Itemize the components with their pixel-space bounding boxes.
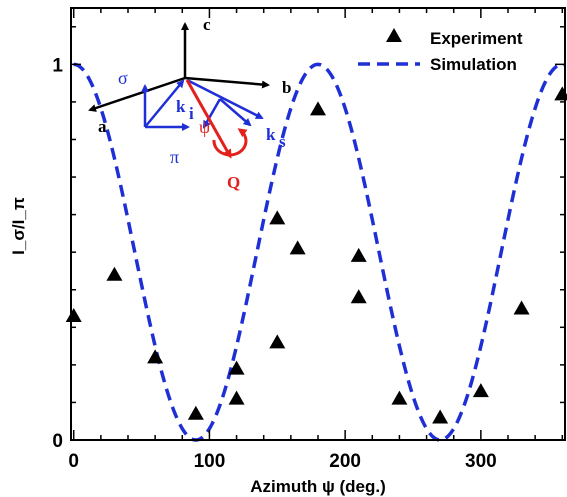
legend-experiment-label: Experiment: [430, 29, 523, 48]
pi-label: π: [170, 147, 179, 167]
y-tick-label: 0: [52, 431, 63, 452]
experiment-point: [289, 240, 306, 255]
experiment-point: [187, 405, 204, 420]
y-axis-title: I_σ/I_π: [9, 197, 28, 255]
experiment-point: [472, 383, 489, 398]
axis-ticks: [71, 8, 565, 441]
experiment-point: [65, 308, 82, 323]
experiment-point: [513, 300, 530, 315]
experiment-point: [106, 266, 123, 281]
legend-experiment-marker: [386, 28, 402, 42]
experiment-point: [310, 101, 326, 116]
x-tick-label: 100: [194, 451, 226, 472]
sigma-label: σ: [118, 68, 128, 88]
a-axis-label: a: [98, 117, 107, 136]
ki-vector-arrow: [144, 79, 185, 128]
psi-rotation-arrow: [212, 128, 248, 157]
y-tick-label: 1: [52, 55, 63, 76]
experiment-point: [554, 86, 567, 101]
ks-vector-arrow: [186, 78, 264, 120]
experiment-point: [269, 210, 286, 225]
experiment-point: [350, 247, 367, 262]
b-axis-label: b: [282, 78, 291, 97]
experiment-point: [228, 360, 245, 375]
b-axis-arrow: [184, 76, 270, 89]
experiment-point: [269, 334, 286, 349]
c-axis-label: c: [203, 15, 211, 34]
Q-vector-arrow: [185, 79, 232, 159]
experiment-markers: [65, 86, 567, 424]
experiment-point: [147, 349, 164, 364]
x-tick-label: 200: [329, 451, 361, 472]
ks-sigma-arrow: [202, 98, 222, 129]
x-tick-label: 300: [465, 451, 497, 472]
a-axis-arrow: [88, 76, 186, 112]
ki-label: k: [176, 97, 186, 116]
simulation-curve: [73, 62, 566, 442]
legend-simulation-label: Simulation: [430, 55, 517, 74]
Q-label: Q: [227, 173, 240, 192]
experiment-point: [228, 390, 245, 405]
psi-label: ψ: [199, 117, 211, 137]
experiment-point: [350, 289, 367, 304]
ks-subscript: s: [279, 132, 286, 151]
ki-subscript: i: [189, 104, 194, 123]
x-axis-title: Azimuth ψ (deg.): [250, 477, 386, 496]
ks-pi-arrow: [219, 98, 252, 127]
legend: Experiment Simulation: [358, 28, 523, 74]
x-tick-label: 0: [68, 451, 79, 472]
ks-label: k: [266, 125, 276, 144]
scattering-geometry-inset: c b a σ π k i k s ψ Q: [88, 15, 291, 192]
experiment-point: [391, 390, 408, 405]
experiment-point: [432, 409, 449, 424]
